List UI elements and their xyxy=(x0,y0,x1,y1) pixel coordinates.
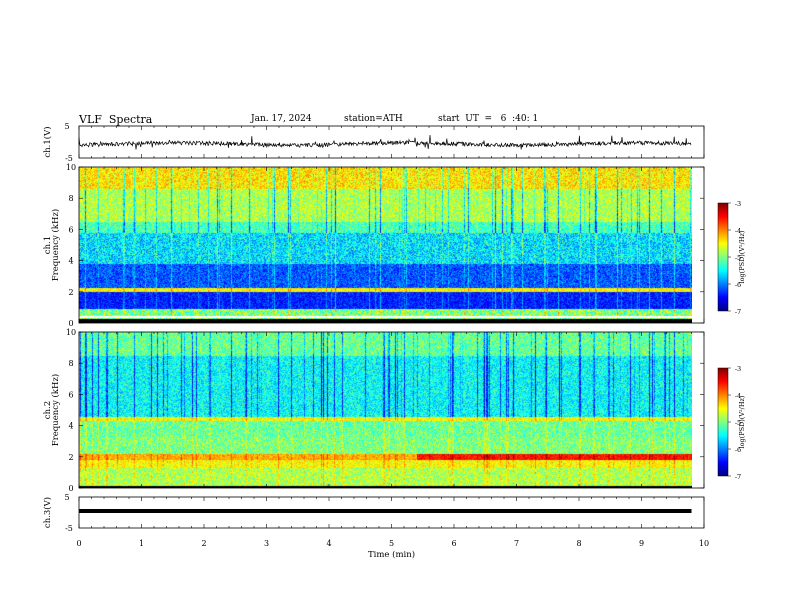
ch3-ylabel: ch.3(V) xyxy=(42,497,53,528)
station-label: station=ATH xyxy=(344,114,403,124)
colorbar-tick-label: -4 xyxy=(735,227,741,235)
start-ut-label: start UT = 6 :40: 1 xyxy=(438,114,539,124)
ch3-waveform-line xyxy=(79,509,692,513)
ch2-spec-ytick-label: 0 xyxy=(68,484,73,493)
ch1-spec-ytick-label: 6 xyxy=(68,225,73,234)
colorbar-tick-label: -6 xyxy=(735,446,741,454)
ch1-spec-ylabel-channel: ch.1 xyxy=(43,236,53,254)
ch2-spec-ytick-label: 8 xyxy=(68,359,73,368)
x-tick-label: 5 xyxy=(389,539,394,548)
ch2-spectrogram-image xyxy=(79,332,692,488)
ch2-spec-ytick-label: 4 xyxy=(68,422,73,431)
x-tick-label: 9 xyxy=(639,539,644,548)
date-label: Jan. 17, 2024 xyxy=(251,114,312,124)
x-tick-label: 7 xyxy=(514,539,519,548)
chart-title: VLF Spectra xyxy=(79,113,153,126)
x-tick-label: 4 xyxy=(326,539,331,548)
x-axis-label: Time (min) xyxy=(368,549,415,560)
ch1-spec-ytick-label: 10 xyxy=(66,163,76,172)
ch1-spec-ytick-label: 0 xyxy=(68,319,73,328)
ch1-ytick-label-bottom: -5 xyxy=(65,154,73,163)
colorbar-tick-label: -5 xyxy=(735,254,741,262)
ch1-ytick-label-top: 5 xyxy=(64,122,69,131)
colorbar-tick-label: -7 xyxy=(735,473,741,481)
ch2-spec-ytick-label: 6 xyxy=(68,390,73,399)
x-tick-label: 10 xyxy=(699,539,709,548)
ch1-spec-ylabel-frequency: Frequency (kHz) xyxy=(50,209,61,281)
colorbar-tick-label: -5 xyxy=(735,419,741,427)
ch3-ytick-label-top: 5 xyxy=(64,493,69,502)
ch2-spec-ytick-label: 2 xyxy=(68,453,73,462)
colorbar-tick-label: -3 xyxy=(735,365,741,373)
colorbar-label: log(PSD)(V²/Hz) xyxy=(738,230,746,283)
ch2-spec-ylabel-channel: ch.2 xyxy=(43,401,53,419)
ch1-spec-ytick-label: 4 xyxy=(68,257,73,266)
ch1-spec-ytick-label: 2 xyxy=(68,288,73,297)
colorbar-tick-label: -7 xyxy=(735,308,741,316)
ch1-waveform-line xyxy=(78,134,692,150)
ch1-ylabel: ch.1(V) xyxy=(42,126,53,157)
x-tick-label: 3 xyxy=(264,539,269,548)
ch2-spec-ytick-label: 10 xyxy=(66,328,76,337)
ch3-ytick-label-bottom: -5 xyxy=(65,524,73,533)
ch1-spec-ytick-label: 8 xyxy=(68,194,73,203)
colorbar-tick-label: -3 xyxy=(735,200,741,208)
ch1-spectrogram-image xyxy=(79,167,692,323)
x-tick-label: 8 xyxy=(576,539,581,548)
x-tick-label: 1 xyxy=(139,539,144,548)
x-tick-label: 0 xyxy=(76,539,81,548)
colorbar-label: log(PSD)(V²/Hz) xyxy=(738,395,746,448)
colorbar-tick-label: -4 xyxy=(735,392,741,400)
colorbar-2 xyxy=(717,367,729,477)
ch2-spec-ylabel-frequency: Frequency (kHz) xyxy=(50,374,61,446)
x-tick-label: 2 xyxy=(201,539,206,548)
colorbar-tick-label: -6 xyxy=(735,281,741,289)
colorbar-1 xyxy=(717,202,729,312)
x-tick-label: 6 xyxy=(451,539,456,548)
